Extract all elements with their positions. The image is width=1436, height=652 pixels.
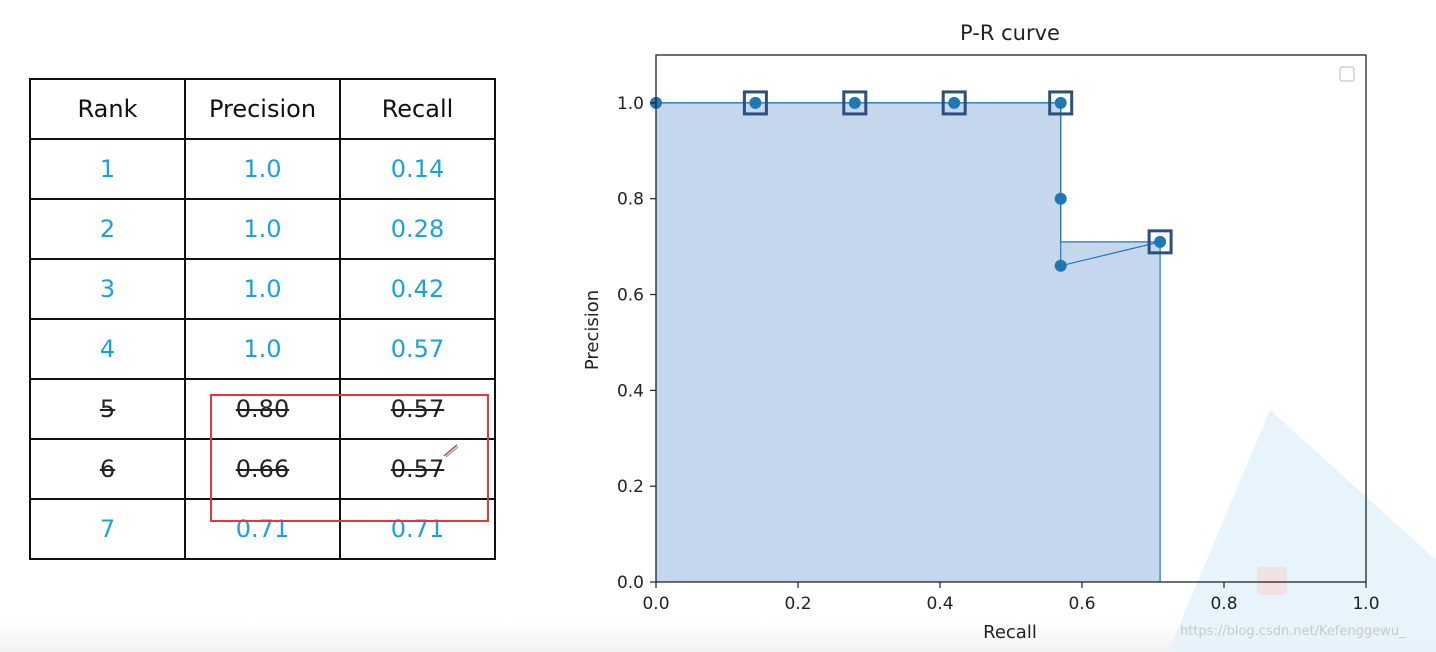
precision-cell: 1.0 <box>184 258 341 320</box>
y-tick-label: 1.0 <box>617 94 644 114</box>
data-point <box>1054 96 1067 109</box>
selected-point-square <box>1048 90 1074 116</box>
selected-point-square <box>1147 229 1173 255</box>
recall-cell: 0.42 <box>339 258 496 320</box>
rank-cell: 5 <box>29 378 186 440</box>
y-tick-label: 0.4 <box>617 381 644 401</box>
x-axis-label: Recall <box>983 622 1037 643</box>
precision-cell: 1.0 <box>184 138 341 200</box>
precision-cell: 0.71 <box>184 498 341 560</box>
watermark-url: https://blog.csdn.net/Kefenggewu_ <box>1180 624 1406 639</box>
recall-cell: 0.28 <box>339 198 496 260</box>
chart-title: P-R curve <box>960 21 1060 45</box>
plot-frame <box>655 54 1367 583</box>
data-point <box>749 96 762 109</box>
table-row: 3 1.0 0.42 <box>29 258 496 320</box>
data-point <box>1154 235 1167 248</box>
y-axis-label: Precision <box>582 290 603 370</box>
column-header-rank: Rank <box>29 78 186 140</box>
column-header-precision: Precision <box>184 78 341 140</box>
rank-cell: 7 <box>29 498 186 560</box>
y-tick-label: 0.2 <box>617 477 644 497</box>
data-point <box>1054 259 1067 272</box>
recall-cell: 0.57 <box>339 378 496 440</box>
x-axis-ticks: 0.0 0.2 0.4 0.6 0.8 1.0 <box>642 582 1380 614</box>
legend-box <box>1339 66 1355 82</box>
interpolated-area <box>656 102 1161 582</box>
rank-cell: 2 <box>29 198 186 260</box>
rank-cell: 6 <box>29 438 186 500</box>
pen-cursor-icon <box>443 444 459 458</box>
selected-point-square <box>941 90 967 116</box>
table-row: 1 1.0 0.14 <box>29 138 496 200</box>
rank-cell: 3 <box>29 258 186 320</box>
x-tick-label: 0.4 <box>926 594 953 614</box>
y-axis-ticks: 0.0 0.2 0.4 0.6 0.8 1.0 <box>617 94 656 593</box>
data-point <box>948 96 961 109</box>
x-tick-label: 0.0 <box>642 594 669 614</box>
table-row: 2 1.0 0.28 <box>29 198 496 260</box>
table-header-row: Rank Precision Recall <box>29 78 496 140</box>
table-row: 7 0.71 0.71 <box>29 498 496 560</box>
y-tick-label: 0.8 <box>617 190 644 210</box>
rank-cell: 1 <box>29 138 186 200</box>
pr-curve-chart: P-R curve 0.0 0.2 0.4 0.6 0.8 1.0 0.00.20.40.… <box>582 21 1380 643</box>
precision-cell: 1.0 <box>184 318 341 380</box>
y-tick-label: 0.6 <box>617 286 644 306</box>
precision-cell: 1.0 <box>184 198 341 260</box>
red-highlight-box <box>210 394 489 522</box>
x-tick-label: 1.0 <box>1352 594 1379 614</box>
column-header-recall: Recall <box>339 78 496 140</box>
recall-cell: 0.57 <box>339 318 496 380</box>
plot-area <box>650 54 1367 583</box>
recall-cell: 0.14 <box>339 138 496 200</box>
x-tick-label: 0.2 <box>784 594 811 614</box>
selected-point-square <box>742 90 768 116</box>
x-tick-label: 0.6 <box>1068 594 1095 614</box>
recall-cell: 0.57 <box>339 438 496 500</box>
data-point <box>1054 192 1067 205</box>
data-point <box>848 96 861 109</box>
pr-curve-line <box>656 102 1161 267</box>
recall-cell: 0.71 <box>339 498 496 560</box>
selected-point-square <box>842 90 868 116</box>
y-tick-label: 0.0 <box>617 573 644 593</box>
x-tick-label: 0.8 <box>1210 594 1237 614</box>
table-row: 4 1.0 0.57 <box>29 318 496 380</box>
rank-cell: 4 <box>29 318 186 380</box>
